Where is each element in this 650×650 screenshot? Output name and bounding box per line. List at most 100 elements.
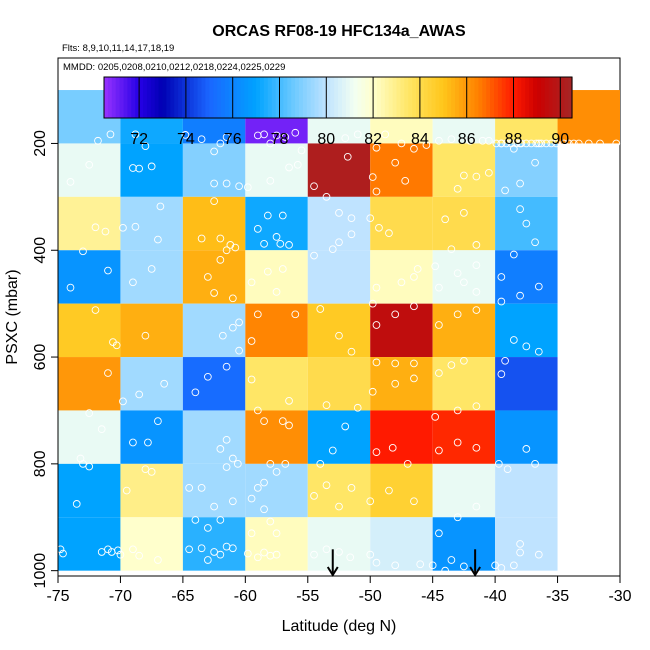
sample-point — [564, 139, 573, 148]
sample-point — [491, 561, 499, 570]
colorbar-segment — [174, 77, 179, 118]
sample-point — [272, 288, 281, 296]
sample-point — [472, 443, 481, 452]
sample-point — [435, 529, 443, 538]
sample-point — [416, 560, 425, 569]
colorbar-segment — [486, 77, 491, 118]
heatmap-cell — [120, 196, 183, 251]
sample-point — [447, 556, 456, 564]
sample-point — [260, 239, 268, 248]
sample-point — [534, 347, 543, 356]
sample-point — [497, 297, 506, 306]
colorbar-segment — [279, 77, 284, 118]
colorbar-segment — [322, 77, 327, 118]
sample-point — [247, 278, 256, 287]
heatmap-cell — [120, 463, 183, 518]
colorbar-segment — [521, 77, 526, 118]
colorbar-segment — [275, 77, 281, 118]
sample-point — [522, 219, 531, 228]
heatmap-cell — [307, 357, 371, 411]
sample-point — [441, 566, 450, 575]
sample-point — [372, 558, 381, 567]
heatmap-cell — [120, 517, 183, 571]
colorbar-segment — [299, 77, 304, 118]
colorbar-segment — [162, 77, 167, 118]
colorbar-segment — [388, 77, 394, 118]
colorbar-segment — [564, 77, 569, 118]
sample-point — [272, 550, 281, 559]
sample-point — [97, 548, 106, 556]
sample-point — [410, 359, 418, 368]
sample-point — [129, 278, 137, 287]
heatmap-cell — [307, 410, 371, 464]
colorbar-segment — [404, 77, 409, 118]
sample-point — [135, 551, 144, 560]
sample-point — [85, 160, 94, 169]
colorbar-segment — [182, 77, 187, 118]
sample-point — [353, 130, 362, 139]
x-tick-label: -75 — [46, 588, 69, 605]
flights-subtitle: Flts: 8,9,10,11,14,17,18,19 — [62, 43, 174, 54]
heatmap-cell — [182, 250, 246, 304]
colorbar-segment — [431, 77, 437, 118]
sample-point — [253, 310, 262, 319]
sample-point — [276, 239, 285, 248]
sample-point — [266, 517, 275, 526]
colorbar-segment — [271, 77, 277, 118]
colorbar-tick-label: 88 — [505, 131, 523, 148]
sample-point — [366, 550, 375, 559]
sample-point — [219, 331, 227, 340]
sample-point — [388, 443, 397, 452]
sample-point — [516, 291, 524, 300]
colorbar-segment — [384, 77, 390, 118]
sample-point — [260, 548, 268, 557]
colorbar-segment — [166, 77, 171, 118]
sample-point — [534, 139, 543, 148]
sample-point — [247, 375, 256, 384]
colorbar-segment — [470, 77, 476, 118]
sample-point — [204, 273, 212, 281]
x-axis-label: Latitude (deg N) — [282, 618, 397, 635]
sample-point — [527, 139, 536, 148]
colorbar-segment — [338, 77, 343, 118]
colorbar-segment — [154, 77, 160, 118]
sample-point — [272, 468, 281, 476]
sample-point — [460, 209, 468, 217]
sample-point — [559, 139, 568, 148]
colorbar-segment — [361, 77, 366, 118]
sample-point — [460, 171, 468, 180]
sample-point — [569, 139, 578, 148]
sample-point — [197, 484, 206, 492]
sample-point — [154, 417, 162, 425]
colorbar-segment — [310, 77, 316, 118]
sample-point — [129, 438, 137, 447]
sample-point — [453, 269, 462, 278]
colorbar-segment — [423, 77, 429, 118]
sample-point — [472, 502, 481, 511]
sample-point — [147, 468, 156, 476]
colorbar-segment — [349, 77, 355, 118]
sample-point — [335, 502, 343, 511]
heatmap-cell — [58, 196, 121, 251]
sample-point — [401, 176, 410, 185]
colorbar-segment — [291, 77, 296, 118]
sample-point — [216, 256, 225, 264]
heatmap-cell — [432, 196, 496, 251]
sample-point — [410, 497, 418, 506]
colorbar-segment — [400, 77, 405, 118]
colorbar-segment — [341, 77, 347, 118]
sample-point — [368, 173, 377, 181]
sample-point — [447, 135, 456, 144]
heatmap-cell — [370, 410, 433, 464]
sample-point — [466, 136, 474, 145]
heatmap-cell — [120, 357, 183, 411]
sample-point — [453, 406, 462, 415]
heatmap-cell — [182, 196, 246, 251]
sample-point — [310, 550, 318, 559]
heatmap-cell — [120, 303, 183, 358]
heatmap-cell — [58, 410, 121, 464]
colorbar-tick-label: 76 — [224, 131, 242, 148]
sample-point — [335, 238, 343, 247]
sample-point — [260, 130, 268, 139]
sample-point — [316, 460, 325, 468]
